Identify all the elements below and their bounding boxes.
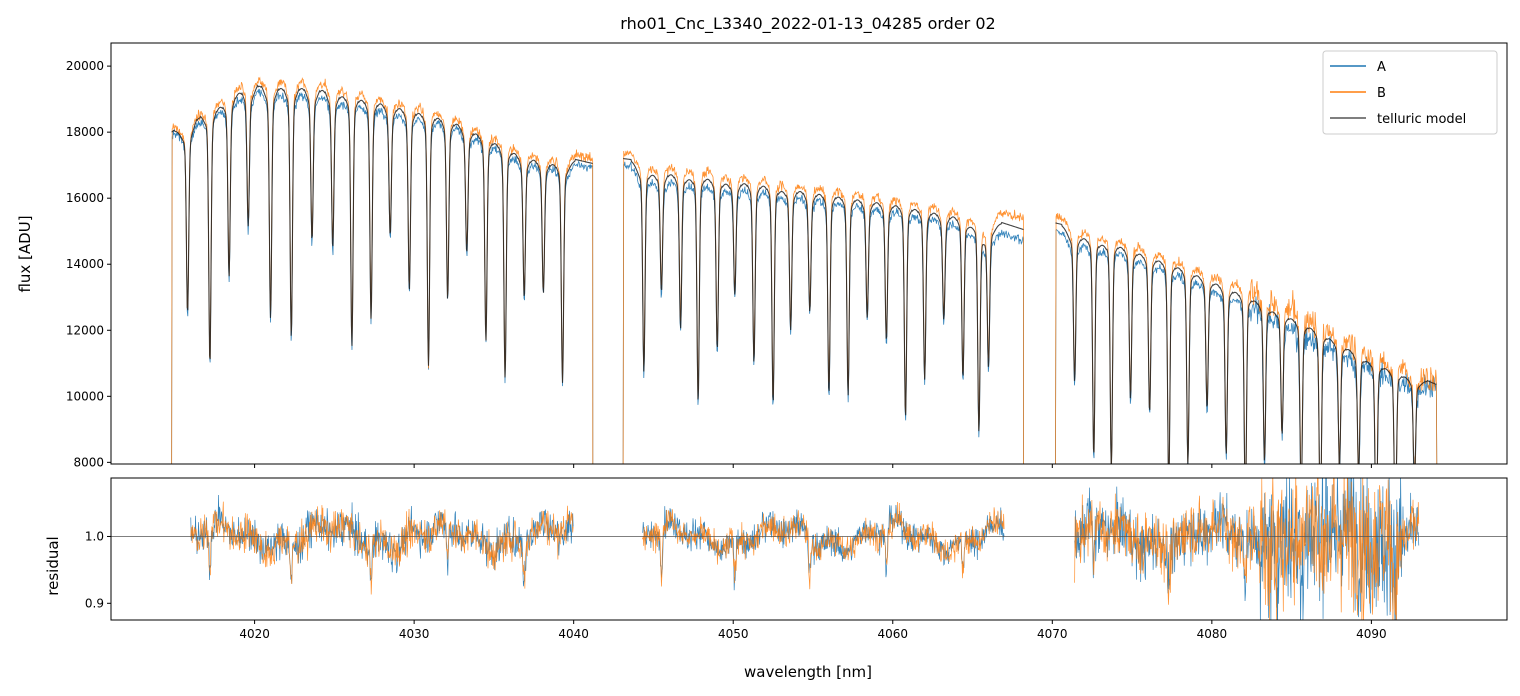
telluric-model-line <box>1055 222 1437 464</box>
spectrum-axes-frame <box>110 42 1508 465</box>
telluric-model-line <box>623 158 1024 432</box>
chart-title: rho01_Cnc_L3340_2022-01-13_04285 order 0… <box>620 14 995 34</box>
residual-y-axis-label: residual <box>44 536 62 595</box>
residual-x-tick-label: 4050 <box>718 627 749 641</box>
legend-label-a: A <box>1377 60 1386 75</box>
spectrum-y-tick-label: 18000 <box>66 125 104 139</box>
spectrum-x-ticks <box>254 464 1372 468</box>
residual-x-tick-label: 4030 <box>399 627 430 641</box>
spectrum-y-axis-label: flux [ADU] <box>16 215 34 292</box>
spectrum-y-tick-label: 16000 <box>66 191 104 205</box>
residual-panel: 0.91.0 4020 4030 4040 4050 4060 4070 4080 4090 … <box>44 477 1508 681</box>
residual-y-tick-label: 0.9 <box>85 596 104 610</box>
residual-x-tick-label: 4060 <box>877 627 908 641</box>
telluric-model-line <box>171 84 593 383</box>
residual-b-line <box>190 501 574 595</box>
residual-b-line <box>641 502 1005 590</box>
residual-axes-frame <box>110 477 1508 621</box>
residual-x-tick-label: 4020 <box>239 627 270 641</box>
residual-x-tick-label: 4070 <box>1037 627 1068 641</box>
legend-frame <box>1322 50 1498 135</box>
residual-series-layer <box>111 478 1507 620</box>
residual-x-tick-label: 4040 <box>558 627 589 641</box>
series-a-line <box>622 161 1024 464</box>
spectrum-series-layer <box>171 76 1438 464</box>
legend-label-telluric-model: telluric model <box>1377 112 1466 127</box>
residual-b-line <box>1074 478 1420 620</box>
x-axis-label: wavelength [nm] <box>744 663 872 681</box>
residual-a-line <box>641 504 1005 591</box>
residual-y-ticks: 0.9 1.0 <box>85 529 111 610</box>
spectrum-y-tick-label: 12000 <box>66 323 104 337</box>
spectrum-panel: 8000 10000 12000 14000 16000 18000 20000 flux … <box>16 42 1508 469</box>
spectrum-y-ticks: 8000 10000 12000 14000 16000 18000 20000 <box>66 59 111 469</box>
residual-x-tick-label: 4090 <box>1356 627 1387 641</box>
series-b-line <box>622 149 1024 464</box>
spectrum-y-tick-label: 8000 <box>73 455 104 469</box>
spectrum-y-tick-label: 20000 <box>66 59 104 73</box>
legend: A B telluric model <box>1322 50 1498 135</box>
spectrum-y-tick-label: 14000 <box>66 257 104 271</box>
residual-x-tick-label: 4080 <box>1197 627 1228 641</box>
legend-label-b: B <box>1377 86 1386 101</box>
residual-x-ticks: 4020 4030 4040 4050 4060 4070 4080 4090 <box>239 620 1387 641</box>
spectrum-y-tick-label: 10000 <box>66 389 104 403</box>
residual-y-tick-label: 1.0 <box>85 529 104 543</box>
